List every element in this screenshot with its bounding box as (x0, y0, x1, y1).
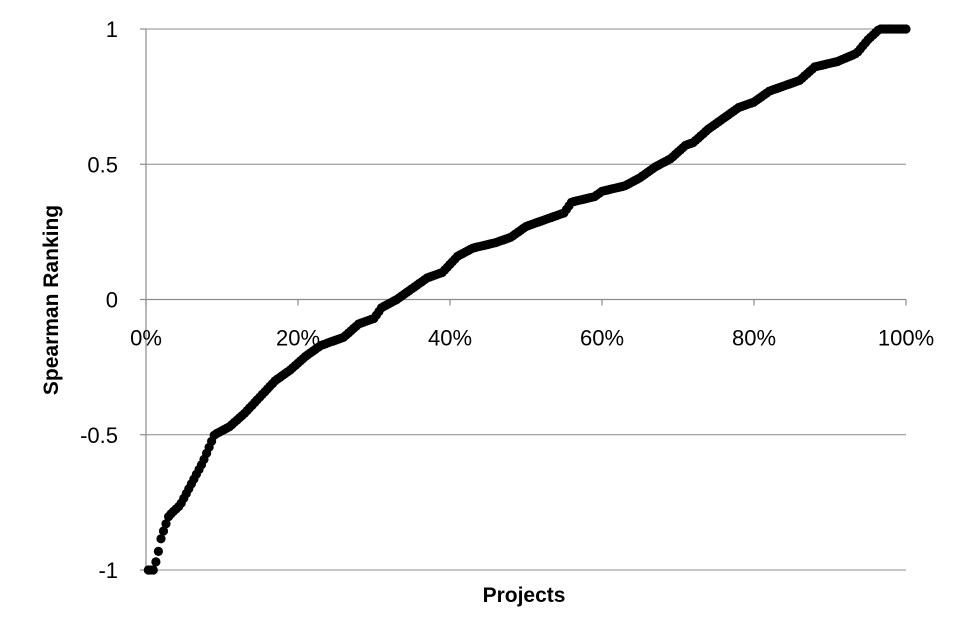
data-point (901, 24, 911, 34)
x-tick-label: 60% (580, 326, 624, 351)
y-tick-label: -0.5 (80, 423, 118, 448)
data-point (153, 546, 163, 557)
data-point (151, 557, 161, 567)
gridlines (140, 28, 907, 571)
y-tick-label: 0.5 (87, 152, 118, 177)
y-tick-label: 0 (106, 288, 118, 313)
x-tick-labels: 0% 20% 40% 60% 80% 100% (130, 326, 934, 351)
y-tick-label: 1 (106, 17, 118, 42)
x-tick-label: 100% (878, 326, 934, 351)
y-tick-labels: 1 0.5 0 -0.5 -1 (80, 17, 118, 583)
data-points (143, 24, 911, 575)
data-point (156, 534, 166, 544)
x-tick-label: 40% (428, 326, 472, 351)
x-tick-label: 80% (732, 326, 776, 351)
data-point (161, 519, 171, 529)
x-tick-label: 0% (130, 326, 162, 351)
x-tick-label: 20% (276, 326, 320, 351)
data-point (158, 526, 169, 536)
y-axis-title: Spearman Ranking (40, 205, 63, 395)
data-point (148, 565, 158, 575)
y-tick-label: -1 (98, 558, 118, 583)
x-axis-title: Projects (483, 584, 566, 607)
